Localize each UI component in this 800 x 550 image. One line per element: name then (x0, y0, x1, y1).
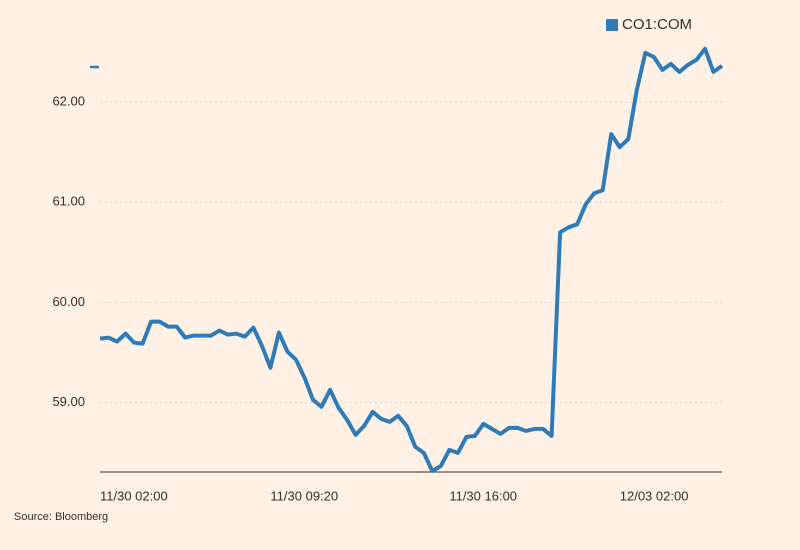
x-tick-label: 12/03 02:00 (620, 488, 689, 503)
line-series (99, 46, 724, 473)
legend-swatch (606, 19, 618, 31)
y-tick-label: 60.00 (52, 294, 85, 309)
y-tick-label: 61.00 (52, 194, 85, 209)
legend-label: CO1:COM (622, 16, 692, 33)
y-tick-label: 59.00 (52, 394, 85, 409)
x-tick-label: 11/30 02:00 (100, 488, 168, 503)
x-tick-label: 11/30 16:00 (449, 488, 517, 503)
x-tick-label: 11/30 09:20 (270, 488, 338, 503)
y-tick-label: 62.00 (52, 93, 85, 108)
source: Source: Bloomberg (14, 511, 108, 523)
